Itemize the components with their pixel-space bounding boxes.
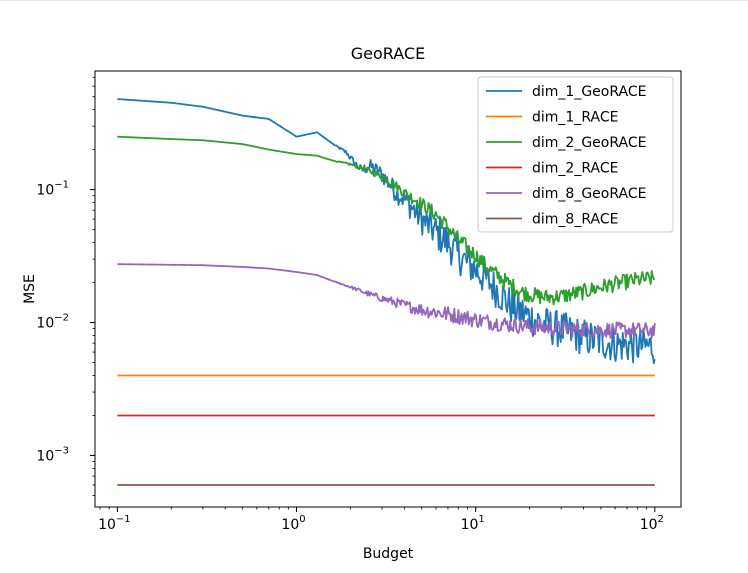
y-tick-exponent: −3 xyxy=(54,446,69,457)
x-tick-exponent: 0 xyxy=(299,514,305,525)
y-axis-label: MSE xyxy=(22,274,38,304)
series-line-dim-2-georace xyxy=(117,135,656,306)
axes-frame xyxy=(94,70,682,508)
y-tick-exponent: −2 xyxy=(54,313,69,324)
series-layer xyxy=(117,98,656,486)
x-ticks: 10−1 100 101 102 xyxy=(98,507,664,533)
legend-label: dim_8_RACE xyxy=(532,212,618,228)
x-tick-label: 102 xyxy=(640,514,664,533)
legend-label: dim_1_GeoRACE xyxy=(532,84,646,100)
x-tick-label: 100 xyxy=(281,514,305,533)
x-tick-exponent: 1 xyxy=(478,514,484,525)
y-tick-base: 10 xyxy=(36,183,54,199)
y-tick-base: 10 xyxy=(36,316,54,332)
chart-title: GeoRACE xyxy=(351,44,425,63)
x-tick-base: 10 xyxy=(98,517,116,533)
legend-label: dim_1_RACE xyxy=(532,110,618,126)
y-ticks: 10−310−210−1 xyxy=(36,76,95,496)
y-tick-label: 10−2 xyxy=(36,313,69,332)
y-tick-exponent: −1 xyxy=(54,180,69,191)
legend-label: dim_2_RACE xyxy=(532,161,618,177)
x-tick-base: 10 xyxy=(461,517,479,533)
legend: dim_1_GeoRACE dim_1_RACE dim_2_GeoRACE dim_… xyxy=(477,76,674,233)
y-tick-base: 10 xyxy=(36,449,54,465)
y-tick-label: 10−1 xyxy=(36,180,69,199)
series-line-dim-8-georace xyxy=(117,263,656,339)
x-axis-label: Budget xyxy=(363,546,414,562)
legend-box xyxy=(477,76,674,233)
x-tick-label: 101 xyxy=(461,514,485,533)
top-border xyxy=(0,0,748,1)
x-tick-label: 10−1 xyxy=(98,514,131,533)
legend-label: dim_2_GeoRACE xyxy=(532,135,646,151)
y-tick-label: 10−3 xyxy=(36,446,69,465)
x-tick-base: 10 xyxy=(640,517,658,533)
legend-label: dim_8_GeoRACE xyxy=(532,186,646,202)
x-tick-exponent: −1 xyxy=(116,514,131,525)
x-tick-exponent: 2 xyxy=(658,514,664,525)
x-tick-base: 10 xyxy=(281,517,299,533)
